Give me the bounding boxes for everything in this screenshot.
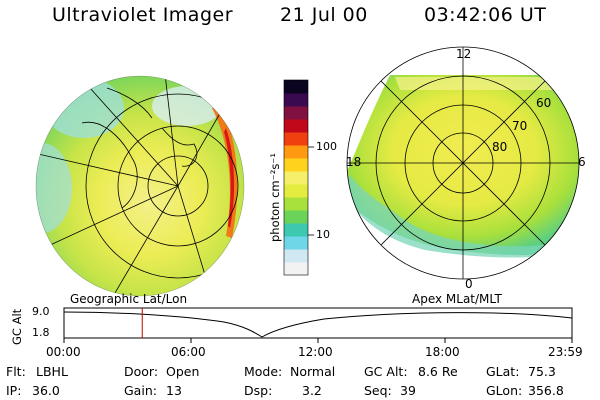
timeline-xtick-3: 18:00 bbox=[425, 345, 460, 359]
colorbar-stripe bbox=[284, 119, 308, 133]
time-label: 03:42:06 UT bbox=[424, 4, 547, 26]
geographic-map bbox=[35, 75, 245, 297]
magnetic-map bbox=[346, 46, 580, 280]
lat-label-70: 70 bbox=[512, 119, 528, 133]
status-door-label: Door: bbox=[124, 364, 159, 379]
status-dsp-value: 3.2 bbox=[302, 383, 322, 398]
mlt-label-6: 6 bbox=[578, 155, 586, 169]
status-gain-value: 13 bbox=[166, 383, 182, 398]
timeline-ytick-high: 9.0 bbox=[32, 305, 50, 318]
colorbar-tick-100: 100 bbox=[316, 140, 337, 153]
colorbar-stripe bbox=[284, 249, 308, 263]
colorbar-stripe bbox=[284, 171, 308, 185]
status-seq-label: Seq: bbox=[364, 383, 392, 398]
mlt-label-0: 0 bbox=[465, 277, 473, 291]
colorbar-stripe bbox=[284, 106, 308, 120]
colorbar-stripe bbox=[284, 145, 308, 159]
lat-label-60: 60 bbox=[536, 96, 552, 110]
lat-label-80: 80 bbox=[492, 140, 508, 154]
status-mode-value: Normal bbox=[290, 364, 336, 379]
status-glon-value: 356.8 bbox=[528, 383, 564, 398]
colorbar-stripe bbox=[284, 262, 308, 276]
timeline-xtick-2: 12:00 bbox=[298, 345, 333, 359]
status-ip-value: 36.0 bbox=[32, 383, 60, 398]
status-filter-label: Flt: bbox=[6, 364, 26, 379]
geographic-label: Geographic Lat/Lon bbox=[70, 292, 188, 306]
date-label: 21 Jul 00 bbox=[280, 4, 368, 26]
timeline-xtick-0: 00:00 bbox=[46, 345, 81, 359]
status-seq-value: 39 bbox=[400, 383, 416, 398]
timeline-ytick-low: 1.8 bbox=[32, 326, 50, 339]
colorbar-unit-label: photon cm⁻²s⁻¹ bbox=[268, 153, 282, 242]
colorbar-stripe bbox=[284, 80, 308, 94]
status-filter-value: LBHL bbox=[36, 364, 68, 379]
status-glon-label: GLon: bbox=[486, 383, 523, 398]
status-dsp-label: Dsp: bbox=[244, 383, 273, 398]
apex-label: Apex MLat/MLT bbox=[412, 292, 502, 306]
timeline-ylabel: GC Alt bbox=[10, 308, 24, 345]
timeline-xtick-4: 23:59 bbox=[548, 345, 583, 359]
status-door-value: Open bbox=[166, 364, 200, 379]
status-gcalt-label: GC Alt: bbox=[364, 364, 408, 379]
colorbar-stripe bbox=[284, 132, 308, 146]
status-glat-value: 75.3 bbox=[528, 364, 556, 379]
status-ip-label: IP: bbox=[6, 383, 22, 398]
colorbar-stripe bbox=[284, 210, 308, 224]
status-mode-label: Mode: bbox=[244, 364, 283, 379]
status-glat-label: GLat: bbox=[486, 364, 520, 379]
colorbar-stripe bbox=[284, 223, 308, 237]
colorbar-stripe bbox=[284, 158, 308, 172]
colorbar-stripe bbox=[284, 93, 308, 107]
mlt-label-12: 12 bbox=[456, 47, 472, 61]
colorbar-stripe bbox=[284, 184, 308, 198]
colorbar-stripe bbox=[284, 236, 308, 250]
instrument-title: Ultraviolet Imager bbox=[52, 4, 234, 26]
timeline-xtick-1: 06:00 bbox=[171, 345, 206, 359]
altitude-timeline bbox=[63, 307, 573, 343]
status-gain-label: Gain: bbox=[124, 383, 157, 398]
colorbar bbox=[283, 79, 314, 276]
colorbar-stripe bbox=[284, 197, 308, 211]
status-gcalt-value: 8.6 Re bbox=[418, 364, 458, 379]
mlt-label-18: 18 bbox=[346, 155, 362, 169]
colorbar-tick-10: 10 bbox=[316, 228, 330, 241]
